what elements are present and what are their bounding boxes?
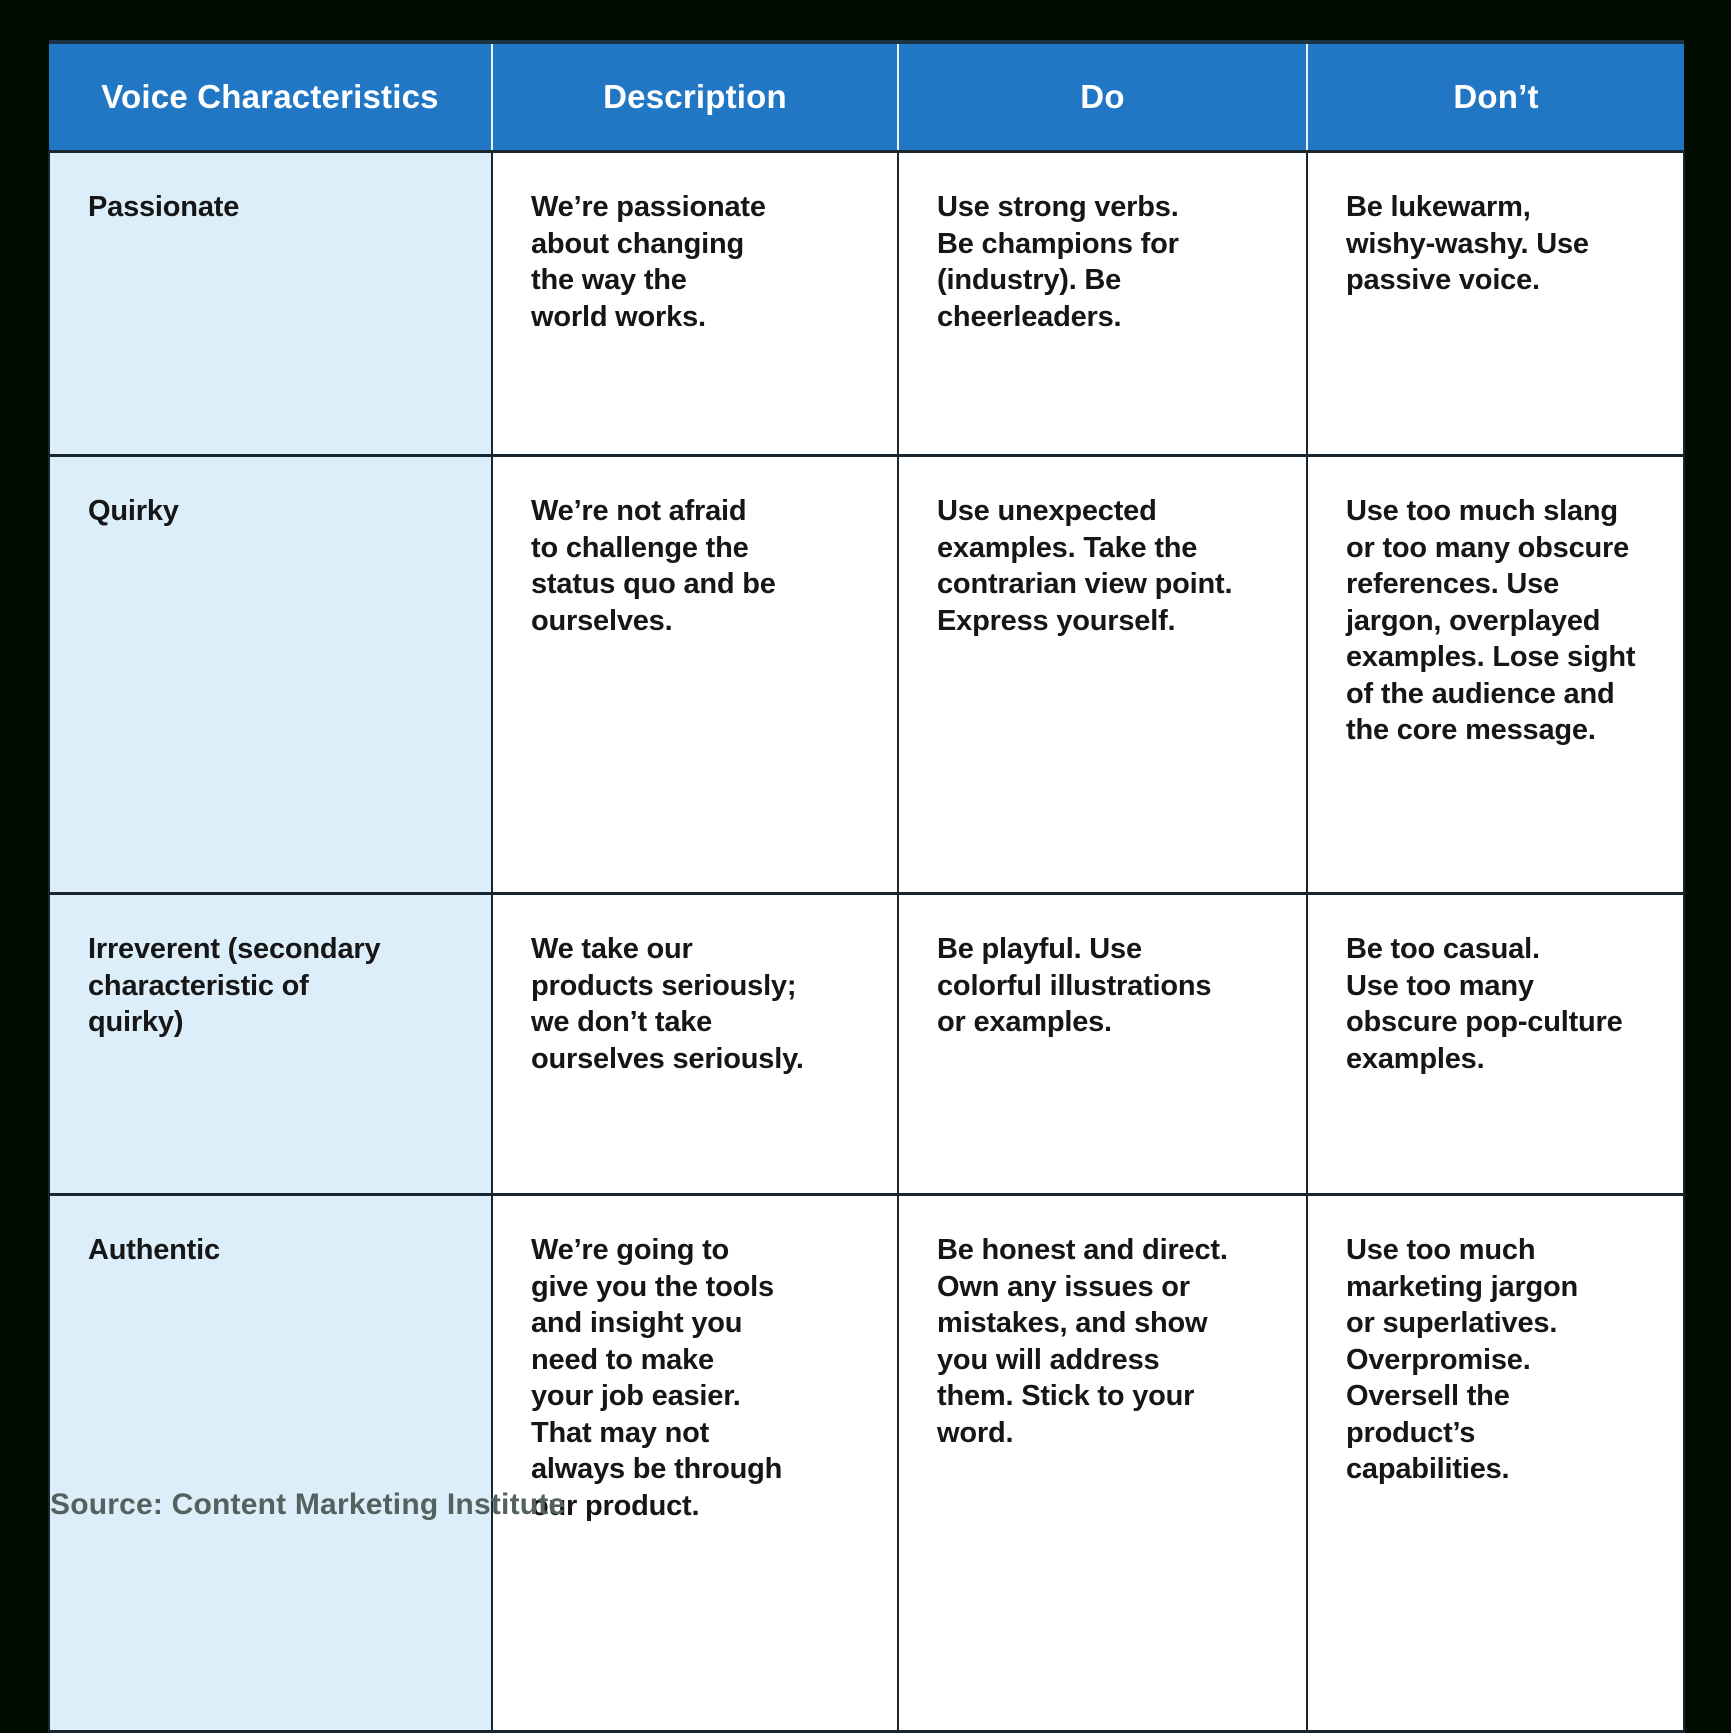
cell-authentic-do: Be honest and direct. Own any issues or …: [897, 1193, 1308, 1733]
table-row-authentic: Authentic We’re going to give you the to…: [48, 1193, 1685, 1733]
column-header-voice-characteristics: Voice Characteristics: [49, 40, 492, 153]
cell-quirky-do: Use unexpected examples. Take the contra…: [897, 454, 1308, 895]
cell-irreverent-description: We take our products seriously; we don’t…: [491, 892, 899, 1196]
voice-characteristics-table: Voice Characteristics Description Do Don…: [48, 40, 1685, 1733]
cell-irreverent-dont: Be too casual. Use too many obscure pop-…: [1306, 892, 1685, 1196]
cell-quirky-dont: Use too much slang or too many obscure r…: [1306, 454, 1685, 895]
table-header-row: Voice Characteristics Description Do Don…: [49, 40, 1684, 153]
source-caption: Source: Content Marketing Institute: [50, 1488, 566, 1521]
table-row-passionate: Passionate We’re passionate about changi…: [48, 150, 1685, 457]
column-header-do: Do: [897, 40, 1307, 153]
cell-authentic-description: We’re going to give you the tools and in…: [491, 1193, 899, 1733]
table-row-quirky: Quirky We’re not afraid to challenge the…: [48, 454, 1685, 895]
cell-irreverent-do: Be playful. Use colorful illustrations o…: [897, 892, 1308, 1196]
cell-quirky-characteristic: Quirky: [48, 454, 493, 895]
cell-passionate-dont: Be lukewarm, wishy-washy. Use passive vo…: [1306, 150, 1685, 457]
cell-passionate-description: We’re passionate about changing the way …: [491, 150, 899, 457]
cell-quirky-description: We’re not afraid to challenge the status…: [491, 454, 899, 895]
table-row-irreverent: Irreverent (secondary characteristic of …: [48, 892, 1685, 1196]
column-header-description: Description: [491, 40, 898, 153]
cell-passionate-characteristic: Passionate: [48, 150, 493, 457]
cell-authentic-dont: Use too much marketing jargon or superla…: [1306, 1193, 1685, 1733]
cell-authentic-characteristic: Authentic: [48, 1193, 493, 1733]
cell-passionate-do: Use strong verbs. Be champions for (indu…: [897, 150, 1308, 457]
cell-irreverent-characteristic: Irreverent (secondary characteristic of …: [48, 892, 493, 1196]
column-header-dont: Don’t: [1306, 40, 1684, 153]
